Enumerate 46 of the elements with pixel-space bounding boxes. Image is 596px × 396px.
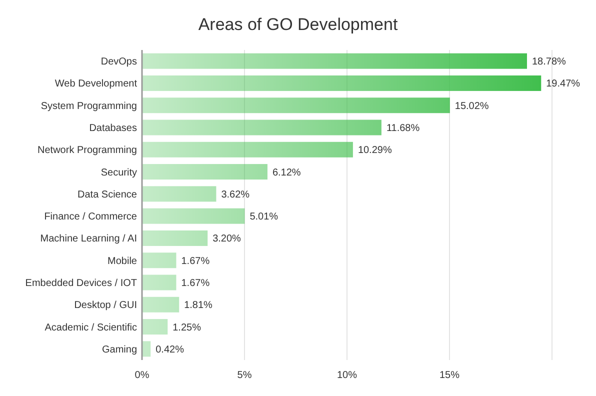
- y-tick-label: Embedded Devices / IOT: [25, 278, 137, 289]
- chart-title: Areas of GO Development: [198, 15, 398, 34]
- bar: [142, 120, 382, 136]
- y-tick-label: DevOps: [100, 56, 137, 68]
- bar: [142, 208, 245, 224]
- y-tick-label: Finance / Commerce: [44, 212, 138, 223]
- data-label: 0.42%: [156, 344, 184, 356]
- data-label: 3.62%: [221, 189, 250, 200]
- bar: [142, 186, 216, 202]
- x-tick-label: 5%: [237, 370, 252, 381]
- y-tick-label: Security: [100, 167, 137, 178]
- data-label: 11.68%: [386, 123, 420, 134]
- bar: [142, 75, 542, 91]
- bar: [142, 319, 168, 335]
- y-tick-label: Gaming: [102, 344, 137, 356]
- y-tick-label: System Programming: [40, 100, 137, 112]
- y-tick-label: Databases: [89, 123, 137, 134]
- bar: [142, 252, 176, 268]
- data-label: 1.67%: [181, 278, 210, 289]
- x-tick-label: 10%: [336, 370, 358, 381]
- data-label: 6.12%: [272, 167, 301, 178]
- y-tick-label: Network Programming: [38, 145, 137, 156]
- y-tick-label: Desktop / GUI: [74, 300, 137, 312]
- data-label: 1.25%: [172, 322, 202, 334]
- data-label: 1.67%: [181, 256, 210, 267]
- data-label: 1.81%: [184, 300, 213, 312]
- y-tick-label: Academic / Scientific: [44, 322, 137, 334]
- y-tick-label: Data Science: [78, 189, 138, 200]
- data-label: 3.20%: [212, 234, 242, 245]
- bar: [142, 274, 176, 290]
- data-label: 15.02%: [454, 100, 489, 112]
- y-tick-label: Machine Learning / AI: [40, 234, 137, 245]
- data-label: 19.47%: [546, 78, 580, 90]
- bar: [142, 164, 268, 180]
- y-tick-label: Mobile: [108, 256, 138, 267]
- data-label: 10.29%: [358, 145, 392, 156]
- bar: [142, 142, 353, 158]
- x-tick-label: 15%: [439, 370, 460, 381]
- y-tick-label: Web Development: [54, 78, 138, 90]
- bar: [142, 53, 527, 69]
- data-label: 18.78%: [532, 56, 566, 68]
- bar: [142, 296, 180, 312]
- data-label: 5.01%: [250, 212, 278, 223]
- bar: [142, 230, 208, 246]
- x-tick-label: 0%: [134, 370, 150, 381]
- bar: [142, 98, 450, 114]
